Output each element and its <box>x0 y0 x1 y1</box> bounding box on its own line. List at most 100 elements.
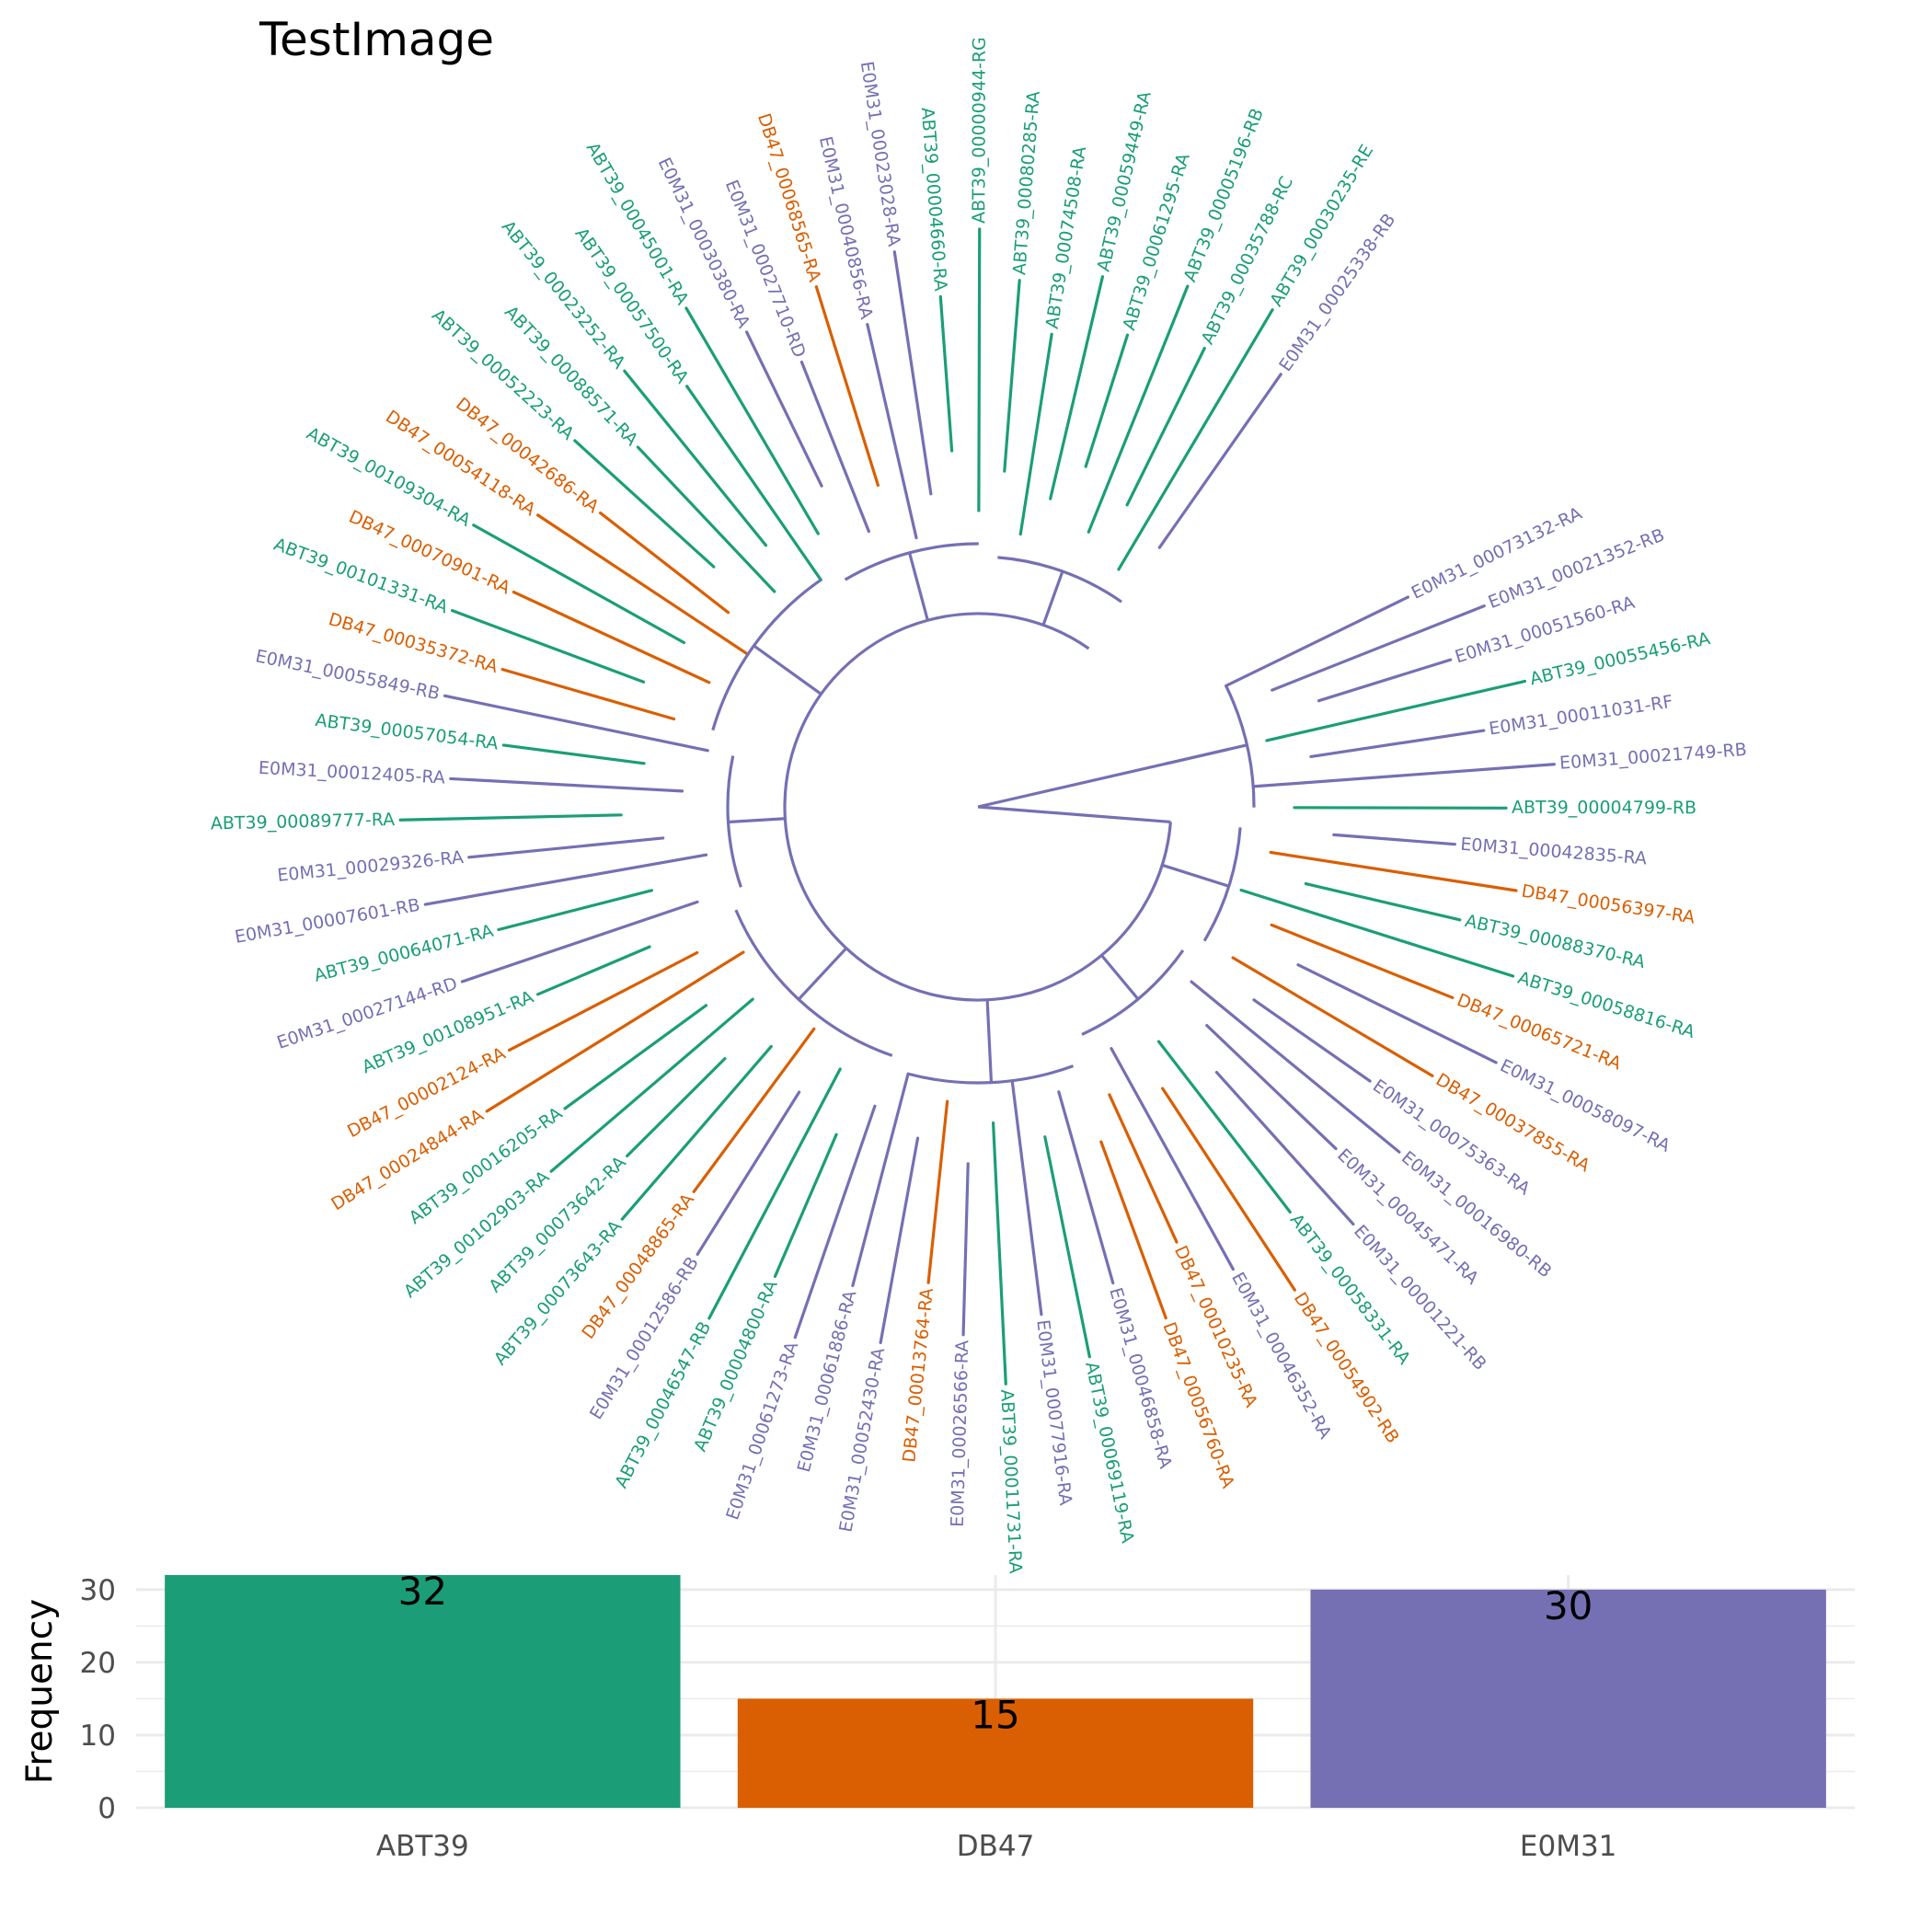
tree-branch <box>626 1057 727 1158</box>
tree-branch <box>1190 980 1401 1154</box>
tree-root-branch <box>977 805 1171 824</box>
tree-branch <box>423 853 708 906</box>
tree-branch <box>1293 806 1508 810</box>
tree-branch <box>497 889 654 932</box>
tree-internal-branch <box>1041 570 1064 626</box>
tree-branch <box>1043 1135 1091 1359</box>
tree-branch <box>1265 679 1527 742</box>
tree-branch <box>707 1067 842 1320</box>
tree-branch <box>1157 373 1282 549</box>
tree-branch <box>1269 850 1518 892</box>
tree-branch <box>1110 1047 1235 1271</box>
tree-branch <box>1231 956 1434 1077</box>
tree-root-branch <box>977 747 1230 809</box>
bar-value-label: 15 <box>971 1692 1019 1737</box>
tree-internal-branch <box>728 817 786 824</box>
tree-branch <box>1018 332 1053 536</box>
tree-branch <box>620 1044 773 1221</box>
tree-branch <box>773 1133 838 1278</box>
tree-branch <box>684 306 820 535</box>
tree-branch <box>814 285 880 488</box>
tree-branch <box>745 330 823 488</box>
tree-branch <box>636 445 776 593</box>
tree-branch <box>1296 963 1498 1064</box>
tree-branch <box>507 950 699 1052</box>
tree-branch <box>1304 881 1462 922</box>
tree-branch <box>866 322 918 540</box>
bar-db47 <box>737 1698 1254 1808</box>
tree-branch <box>460 900 699 983</box>
tree-internal-branch <box>1100 954 1140 1001</box>
tree-branch <box>1309 729 1486 759</box>
tree-branch <box>450 609 646 684</box>
tree-branch <box>1099 1140 1167 1320</box>
chart-title: TestImage <box>259 13 494 66</box>
tree-internal-branch <box>797 947 848 1001</box>
tree-branch <box>449 776 684 793</box>
tree-branch <box>1205 1023 1338 1151</box>
tree-branch <box>851 1072 910 1288</box>
tree-branch <box>1049 275 1105 500</box>
tree-branch <box>1117 308 1274 571</box>
bar-value-label: 30 <box>1544 1583 1593 1628</box>
y-tick-label: 10 <box>80 1719 116 1753</box>
tree-leaf-label: ABT39_00000944-RG <box>969 37 990 224</box>
tree-branch <box>1087 284 1190 534</box>
tree-internal-branch <box>985 999 994 1083</box>
tree-branch <box>512 590 711 684</box>
tree-branch <box>1332 833 1457 846</box>
tree-branch <box>977 227 982 512</box>
x-tick-label: E0M31 <box>1520 1830 1617 1863</box>
tree-branch <box>692 1027 816 1193</box>
tree-branch <box>563 1004 708 1110</box>
y-axis-title: Frequency <box>19 1599 61 1784</box>
tree-clade-arc <box>1225 684 1256 808</box>
tree-branch <box>1108 1093 1179 1244</box>
tree-branch <box>1317 658 1453 703</box>
tree-branch <box>573 439 716 569</box>
tree-branch <box>879 1136 920 1345</box>
tree-branch <box>500 668 676 721</box>
tree-branch <box>696 1090 801 1256</box>
tree-branch <box>1251 763 1556 788</box>
bar-value-label: 32 <box>398 1569 447 1614</box>
tree-branch <box>1252 998 1372 1083</box>
tree-branch <box>1003 279 1021 473</box>
tree-branch <box>467 836 665 859</box>
y-tick-label: 30 <box>80 1574 116 1607</box>
tree-branch <box>685 385 822 581</box>
tree-branch <box>961 1162 970 1337</box>
tree-branch <box>535 513 750 656</box>
tree-branch <box>549 997 754 1173</box>
tree-internal-branch <box>1161 863 1230 888</box>
tree-leaf-label: ABT39_00089777-RA <box>211 810 396 834</box>
frequency-bar-chart: 0 10 20 30 32 ABT39 15 DB47 30 E0M31 Frequency <box>19 1569 1855 1863</box>
tree-branch <box>398 813 623 822</box>
tree-branch <box>991 1121 1007 1386</box>
tree-branch <box>938 294 954 453</box>
y-tick-label: 20 <box>80 1647 116 1680</box>
tree-branch <box>443 694 709 753</box>
tree-branch <box>1239 888 1515 978</box>
tree-branch <box>793 1104 877 1340</box>
tree-branch <box>1225 595 1409 688</box>
x-tick-label: DB47 <box>957 1830 1035 1863</box>
tree-internal-branch <box>908 552 929 621</box>
tree-backbone-arc <box>783 612 1172 1002</box>
bar-abt39 <box>165 1575 681 1808</box>
tree-branch <box>1010 1079 1043 1317</box>
tree-branch <box>623 369 768 547</box>
tree-internal-branch <box>753 644 822 696</box>
x-tick-label: ABT39 <box>376 1830 469 1863</box>
tree-branch <box>1270 923 1455 1000</box>
tree-branch <box>1271 604 1486 692</box>
tree-branch <box>485 950 745 1113</box>
tree-leaf-label: ABT39_00004799-RB <box>1512 798 1696 818</box>
tree-branch <box>892 250 933 496</box>
tree-branch <box>501 743 646 765</box>
tree-branch <box>536 945 651 996</box>
y-tick-label: 0 <box>98 1792 116 1825</box>
tree-branch <box>1156 1040 1292 1214</box>
tree-branch <box>926 1099 949 1284</box>
tree-branch <box>1125 346 1206 507</box>
